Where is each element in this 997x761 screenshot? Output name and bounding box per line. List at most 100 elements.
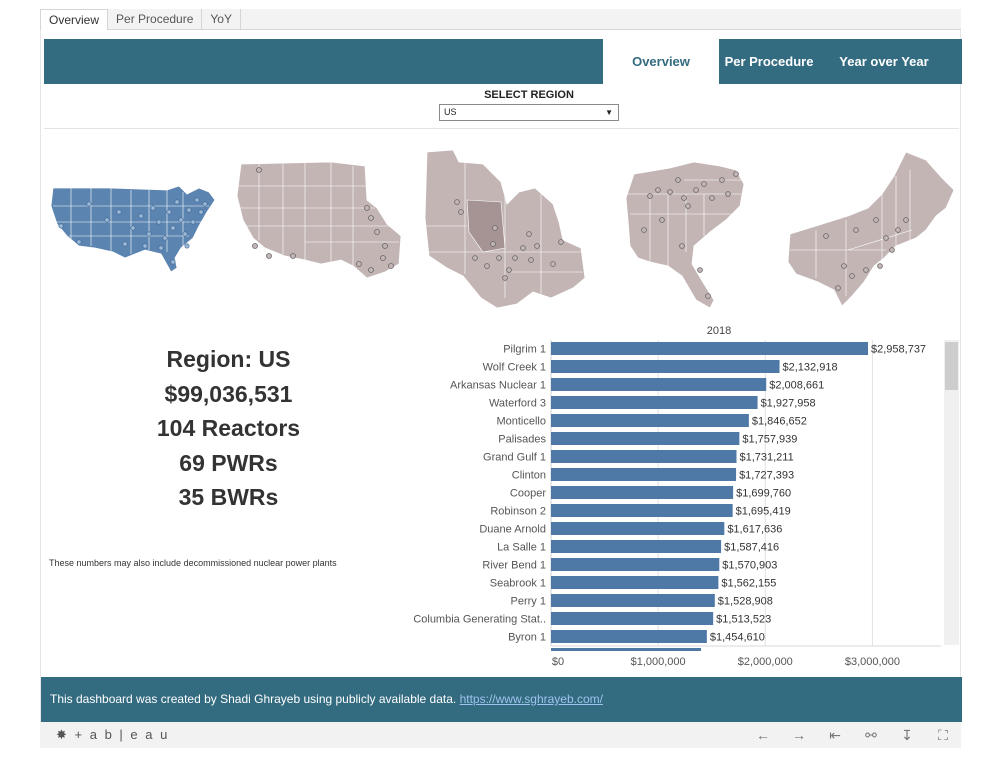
- cost-bar-chart: 2018 Pilgrim 1 Wolf Creek 1 Arkansas Nucle…: [401, 320, 961, 680]
- sheet-tab-overview[interactable]: Overview: [40, 9, 109, 30]
- category-label: Duane Arnold: [479, 524, 546, 536]
- redo-icon[interactable]: →: [792, 727, 806, 743]
- us-map-plant-markers: [58, 197, 208, 265]
- west-region-map[interactable]: [235, 160, 403, 280]
- footer-link[interactable]: https://www.sghrayeb.com/: [459, 692, 603, 706]
- sheet-tab-per-procedure[interactable]: Per Procedure: [108, 9, 203, 30]
- category-label: Pilgrim 1: [503, 344, 546, 356]
- total-cost: $99,036,531: [164, 380, 293, 407]
- midwest-region-plant-markers: [454, 199, 564, 281]
- chart-bar[interactable]: [551, 558, 720, 571]
- share-icon[interactable]: ⚯: [865, 727, 877, 743]
- fullscreen-icon[interactable]: ⛶: [938, 727, 948, 743]
- northeast-region-plant-markers: [823, 217, 909, 291]
- x-tick-label: $0: [552, 656, 564, 668]
- region-title: Region: US: [166, 346, 291, 372]
- chart-title: 2018: [707, 325, 731, 337]
- category-label: Waterford 3: [489, 398, 546, 410]
- revert-icon[interactable]: ⇤: [829, 727, 841, 743]
- chart-bar[interactable]: [551, 630, 707, 643]
- chart-scrollbar[interactable]: [944, 340, 959, 645]
- sheet-tabs: Overview Per Procedure YoY: [40, 9, 961, 30]
- west-region-plant-markers: [252, 167, 394, 273]
- chart-bar[interactable]: [551, 594, 715, 607]
- chart-bar[interactable]: [551, 378, 767, 391]
- chart-bar[interactable]: [551, 396, 758, 409]
- divider: [44, 128, 959, 129]
- chart-bar[interactable]: [551, 486, 734, 499]
- us-map[interactable]: [49, 182, 219, 278]
- value-label: $1,846,652: [752, 416, 807, 428]
- category-label: Byron 1: [508, 632, 546, 644]
- sheet-tab-yoy[interactable]: YoY: [202, 9, 241, 30]
- chart-bar[interactable]: [551, 432, 740, 445]
- value-label: $1,757,939: [742, 434, 797, 446]
- footer-banner: This dashboard was created by Shadi Ghra…: [41, 677, 962, 722]
- chart-bar[interactable]: [551, 414, 749, 427]
- tableau-logo-icon: ✸: [56, 727, 69, 742]
- chart-bar[interactable]: [551, 612, 714, 625]
- northeast-region-map[interactable]: [786, 150, 956, 310]
- chart-svg: 2018 Pilgrim 1 Wolf Creek 1 Arkansas Nucle…: [413, 325, 959, 668]
- chart-bar[interactable]: [551, 450, 737, 463]
- northeast-region-state-lines: [790, 170, 913, 296]
- category-label: Cooper: [510, 488, 546, 500]
- chart-bar[interactable]: [551, 504, 733, 517]
- southeast-region-map[interactable]: [624, 160, 748, 310]
- footer-text: This dashboard was created by Shadi Ghra…: [50, 692, 457, 706]
- x-tick-label: $1,000,000: [631, 656, 686, 668]
- value-label: $1,528,908: [718, 596, 773, 608]
- value-label: $1,587,416: [724, 542, 779, 554]
- region-select[interactable]: US ▼: [439, 104, 619, 121]
- nav-bar: Overview Per Procedure Year over Year: [44, 39, 962, 84]
- region-select-value: US: [444, 107, 457, 117]
- download-icon[interactable]: ↧: [901, 727, 913, 743]
- tableau-toolbar: ✸ + a b | e a u ← → ⇤ ⚯ ↧ ⛶: [40, 722, 961, 748]
- value-label: $1,727,393: [739, 470, 794, 482]
- value-label: $1,513,523: [716, 614, 771, 626]
- chart-bar[interactable]: [551, 540, 722, 553]
- chart-bar[interactable]: [551, 522, 725, 535]
- midwest-region-map[interactable]: [423, 148, 587, 310]
- chart-scrollbar-thumb[interactable]: [945, 342, 958, 390]
- category-label: Clinton: [512, 470, 546, 482]
- dashboard: Overview Per Procedure Year over Year SE…: [40, 30, 962, 722]
- bwr-count: 35 BWRs: [178, 484, 279, 510]
- west-region-state-lines: [237, 162, 399, 266]
- chart-bar-partial: [551, 648, 701, 651]
- chart-bar[interactable]: [551, 360, 780, 373]
- value-label: $1,570,903: [722, 560, 777, 572]
- category-label: River Bend 1: [482, 560, 546, 572]
- category-label: Perry 1: [511, 596, 546, 608]
- category-label: Monticello: [496, 416, 546, 428]
- wisconsin-highlight: [466, 199, 506, 253]
- tableau-logo[interactable]: ✸ + a b | e a u: [56, 722, 169, 748]
- category-label: Grand Gulf 1: [483, 452, 546, 464]
- undo-icon[interactable]: ←: [756, 727, 770, 743]
- west-region-shape: [236, 161, 402, 279]
- value-label: $1,454,610: [710, 632, 765, 644]
- value-label: $2,958,737: [871, 344, 926, 356]
- southeast-region-state-lines: [628, 179, 744, 266]
- summary-panel: Region: US $99,036,531 104 Reactors 69 P…: [41, 342, 416, 515]
- category-label: Robinson 2: [490, 506, 546, 518]
- value-label: $1,927,958: [761, 398, 816, 410]
- northeast-region-shape: [787, 151, 955, 307]
- summary-note: These numbers may also include decommiss…: [49, 558, 337, 568]
- category-label: Columbia Generating Stat..: [413, 614, 546, 626]
- chart-bar[interactable]: [551, 468, 737, 481]
- nav-year-over-year-button[interactable]: Year over Year: [839, 54, 929, 69]
- category-label: La Salle 1: [497, 542, 546, 554]
- nav-overview-button[interactable]: Overview: [603, 39, 719, 84]
- chart-bar[interactable]: [551, 576, 719, 589]
- value-label: $1,731,211: [739, 452, 793, 464]
- nav-per-procedure-button[interactable]: Per Procedure: [724, 54, 814, 69]
- category-label: Palisades: [498, 434, 546, 446]
- category-label: Arkansas Nuclear 1: [450, 380, 546, 392]
- pwr-count: 69 PWRs: [179, 449, 278, 476]
- value-label: $2,132,918: [783, 362, 838, 374]
- chart-bar[interactable]: [551, 342, 869, 355]
- reactor-count: 104 Reactors: [156, 415, 301, 441]
- region-filter-label: SELECT REGION: [484, 89, 574, 101]
- value-label: $2,008,661: [769, 380, 824, 392]
